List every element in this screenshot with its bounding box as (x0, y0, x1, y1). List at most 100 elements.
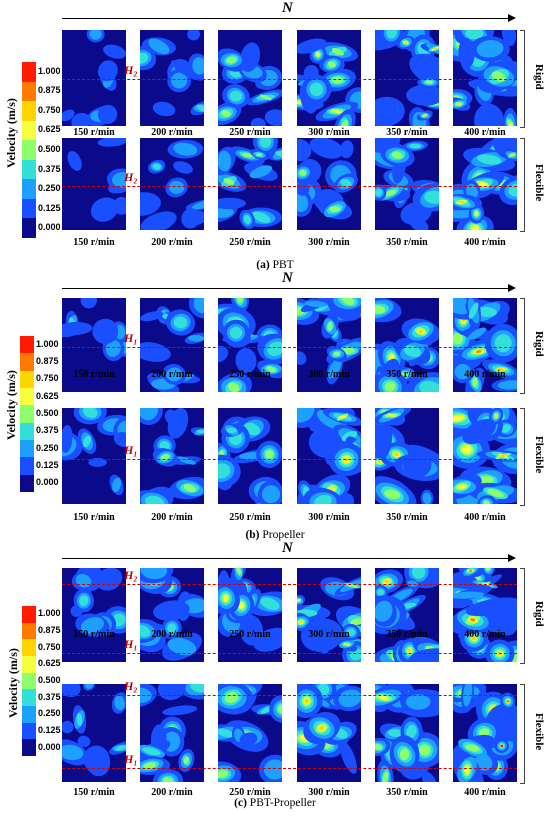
legend-tick-label: 0.875 (38, 625, 61, 635)
legend-tick-label: 1.000 (38, 608, 61, 619)
legend-swatch (20, 457, 34, 475)
legend-tick-label: 0.125 (36, 460, 59, 470)
height-label: H₁ (124, 331, 138, 345)
legend-swatch (20, 370, 34, 388)
speed-label: 150 r/min (73, 127, 115, 138)
legend-tick-label: 0.500 (36, 408, 59, 418)
legend-tick-label: 0.250 (38, 708, 61, 719)
speed-label: 250 r/min (229, 237, 271, 248)
legend-swatch (20, 336, 34, 354)
legend-swatch (22, 179, 36, 199)
height-line (62, 653, 517, 654)
legend-tick-label: 0.375 (38, 163, 61, 174)
velocity-field (218, 30, 282, 126)
row-bracket (520, 408, 525, 506)
legend-swatch (22, 159, 36, 180)
row-label-flexible: Flexible (533, 713, 545, 751)
velocity-field (62, 408, 126, 504)
velocity-field (453, 30, 517, 126)
contour-cell (375, 298, 439, 392)
legend-tick-label: 0.875 (38, 85, 61, 96)
legend-swatch (22, 705, 36, 723)
legend-tick-label: 1.000 (36, 338, 59, 349)
panel-caption: (b) Propeller (245, 529, 305, 541)
legend-swatch (22, 62, 36, 82)
height-line (62, 768, 517, 769)
contour-cell (218, 30, 282, 126)
legend-swatch (20, 439, 34, 458)
legend-swatch (22, 101, 36, 121)
row-bracket (520, 568, 525, 664)
speed-label: 250 r/min (229, 629, 271, 640)
contour-cell (375, 138, 439, 230)
velocity-field (453, 298, 517, 392)
legend-tick-label: 0.125 (38, 725, 61, 735)
velocity-field (218, 138, 282, 230)
legend-tick-label: 0.500 (38, 144, 61, 154)
speed-label: 350 r/min (386, 127, 428, 138)
speed-label: 400 r/min (464, 237, 506, 248)
legend-swatch (22, 606, 36, 623)
contour-cell (453, 684, 517, 782)
contour-cell (218, 408, 282, 504)
speed-label: 300 r/min (308, 629, 350, 640)
legend-swatch (22, 198, 36, 219)
speed-label: 350 r/min (386, 237, 428, 248)
speed-axis-label: N (282, 540, 293, 556)
legend-swatch (22, 120, 36, 141)
velocity-field (218, 298, 282, 392)
contour-cell (62, 30, 126, 126)
speed-label: 200 r/min (151, 787, 193, 798)
legend-tick-label: 0.375 (38, 691, 61, 702)
velocity-field (375, 138, 439, 230)
legend-tick-label: 0.375 (36, 425, 59, 436)
speed-label: 400 r/min (464, 512, 506, 523)
speed-label: 150 r/min (73, 512, 115, 523)
velocity-field (62, 568, 126, 662)
legend-swatch (22, 739, 36, 756)
speed-label: 350 r/min (386, 787, 428, 798)
speed-label: 300 r/min (308, 787, 350, 798)
speed-label: 150 r/min (73, 787, 115, 798)
legend-swatch (22, 672, 36, 690)
legend-tick-label: 0.125 (38, 202, 61, 213)
velocity-field (375, 568, 439, 662)
velocity-field (375, 684, 439, 782)
contour-cell (375, 568, 439, 662)
contour-cell (62, 568, 126, 662)
speed-axis-arrow (62, 288, 508, 289)
velocity-field (297, 568, 361, 662)
contour-cell (453, 30, 517, 126)
contour-cell (140, 138, 204, 230)
row-label-rigid: Rigid (533, 601, 545, 627)
legend-tick-label: 0.000 (36, 477, 59, 488)
height-line (62, 695, 517, 696)
panel-caption: (c) PBT-Propeller (234, 797, 316, 809)
height-line (62, 459, 517, 460)
speed-label: 150 r/min (73, 629, 115, 640)
velocity-field (453, 568, 517, 662)
height-line (62, 584, 517, 585)
velocity-field (218, 408, 282, 504)
contour-cell (140, 30, 204, 126)
row-label-rigid: Rigid (533, 64, 545, 90)
contour-cell (218, 138, 282, 230)
legend-swatch (20, 422, 34, 440)
speed-label: 350 r/min (386, 369, 428, 380)
velocity-field (140, 408, 204, 504)
color-legend (22, 606, 36, 756)
contour-cell (297, 684, 361, 782)
legend-tick-label: 0.500 (38, 675, 61, 685)
height-line (62, 186, 517, 187)
velocity-field (375, 408, 439, 504)
row-bracket (520, 684, 525, 784)
legend-swatch (22, 655, 36, 673)
contour-cell (140, 568, 204, 662)
contour-cell (62, 298, 126, 392)
color-legend (22, 62, 36, 238)
contour-cell (297, 408, 361, 504)
legend-swatch (20, 474, 34, 492)
velocity-field (62, 138, 126, 230)
legend-tick-label: 0.750 (36, 373, 59, 384)
contour-cell (453, 298, 517, 392)
